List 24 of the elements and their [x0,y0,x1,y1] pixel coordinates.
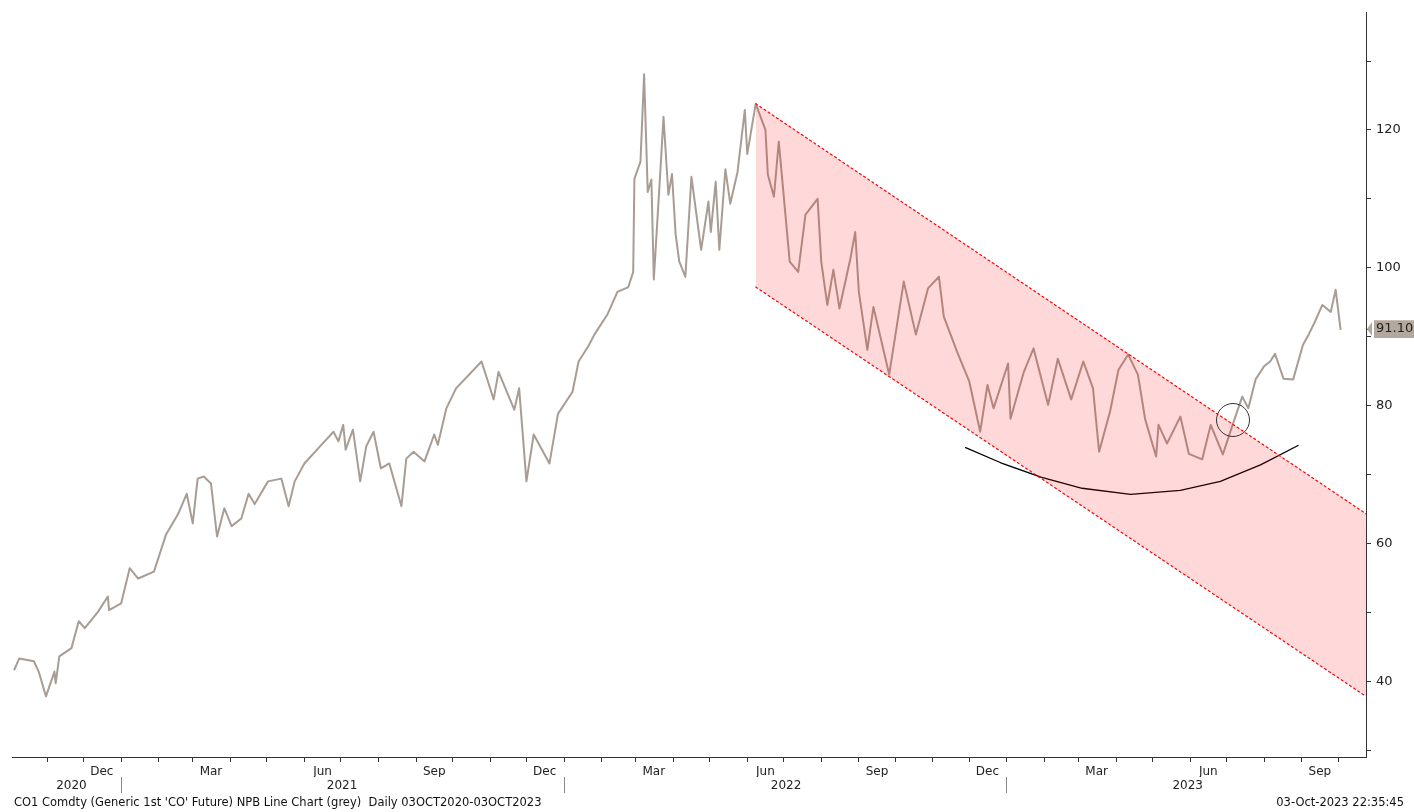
y-tick-label: 40 [1376,672,1393,688]
x-tick-label: Dec [533,764,557,779]
x2-tick-label: 2022 [770,778,802,793]
x-tick-label: Jun [1197,764,1218,779]
x-tick-label: Mar [1085,764,1109,779]
x-tick-label: Dec [975,764,1000,779]
y-tick-label: 60 [1376,534,1393,550]
y-tick-label: 80 [1376,396,1393,412]
x2-tick-label: 2023 [1172,778,1203,793]
x-tick-label: Jun [755,764,775,779]
x2-tick-label: 2020 [56,778,87,793]
x-tick-label: Sep [1308,764,1332,779]
x-tick-label: Sep [865,764,889,779]
x2-tick-label: 2021 [326,778,358,793]
y-tick-label: 120 [1376,121,1401,137]
text: CO1 Comdty (Generic 1st 'CO' Future) NPB Line Chart (grey) Daily 03OCT2020-03OCT2023 [14,795,542,811]
x-tick-label: Mar [642,764,666,779]
x-tick-label: Sep [422,764,446,779]
x-tick-label: Jun [312,764,332,779]
x-tick-label: Mar [199,764,223,779]
y-tick-label: 100 [1376,259,1401,275]
y-tick-label: 91.10 [1376,320,1414,336]
x-tick-label: Dec [90,764,114,779]
text: 03-Oct-2023 22:35:45 [1276,795,1404,811]
